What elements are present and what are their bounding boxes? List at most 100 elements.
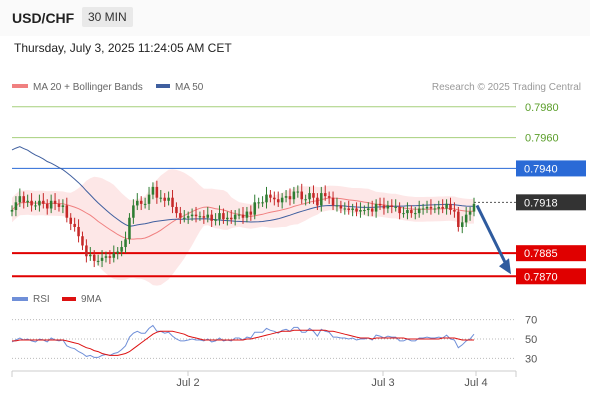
candle-body bbox=[410, 210, 413, 214]
candle-body bbox=[253, 202, 257, 215]
candle-body bbox=[320, 193, 323, 206]
candle-body bbox=[143, 203, 147, 205]
candle-body bbox=[81, 236, 84, 246]
candle-body bbox=[339, 205, 343, 209]
level-label-support: 0.7870 bbox=[524, 271, 558, 283]
candle-body bbox=[398, 206, 401, 214]
candle-body bbox=[194, 214, 198, 217]
candle-body bbox=[316, 197, 319, 206]
level-price-labels: 0.7980 0.7960 0.7940 0.7918 0.7885 0.7870 bbox=[516, 102, 586, 285]
rsi-lines bbox=[11, 324, 475, 358]
currency-pair: USD/CHF bbox=[12, 10, 75, 26]
candle-body bbox=[92, 254, 96, 261]
candle-body bbox=[296, 191, 300, 193]
candle-body bbox=[425, 206, 429, 209]
candle-body bbox=[57, 203, 61, 207]
rsi-tick-label: 50 bbox=[525, 334, 537, 346]
x-tick-label: Jul 3 bbox=[371, 377, 394, 389]
candle-body bbox=[374, 203, 378, 212]
forecast-arrow-shaft bbox=[475, 204, 509, 267]
candle-body bbox=[417, 208, 421, 214]
candle-body bbox=[218, 213, 221, 220]
candle-body bbox=[406, 210, 409, 214]
legend-ma50-label: MA 50 bbox=[175, 82, 204, 93]
candle-body bbox=[464, 214, 468, 223]
level-label-resistance: 0.7960 bbox=[525, 133, 559, 145]
candle-body bbox=[14, 202, 18, 211]
candle-body bbox=[292, 191, 296, 200]
legend-ma20-label: MA 20 + Bollinger Bands bbox=[33, 82, 143, 93]
candle-body bbox=[472, 203, 476, 212]
level-box-support bbox=[516, 268, 586, 285]
candle-body bbox=[457, 211, 460, 227]
candle-body bbox=[363, 210, 366, 212]
candle-body bbox=[42, 200, 45, 204]
timeframe-button[interactable]: 30 MIN bbox=[82, 7, 133, 27]
candle-body bbox=[453, 210, 456, 212]
candle-body bbox=[421, 208, 425, 210]
candle-body bbox=[269, 194, 272, 198]
candle-body bbox=[159, 197, 163, 199]
timestamp: Thursday, July 3, 2025 11:24:05 AM CET bbox=[14, 41, 232, 55]
candle-body bbox=[26, 200, 29, 203]
candle-body bbox=[347, 208, 350, 211]
rsi-tick-label: 30 bbox=[525, 353, 537, 365]
candle-body bbox=[65, 205, 69, 218]
candle-body bbox=[61, 205, 65, 207]
candle-body bbox=[18, 196, 22, 203]
legend-9ma-label: 9MA bbox=[81, 294, 102, 305]
candle-body bbox=[85, 245, 88, 257]
candle-body bbox=[276, 199, 280, 203]
candle-body bbox=[390, 205, 394, 207]
candle-body bbox=[128, 217, 131, 240]
candle-body bbox=[116, 251, 119, 254]
candle-body bbox=[222, 213, 225, 220]
candle-body bbox=[245, 211, 249, 218]
candle-body bbox=[445, 203, 448, 209]
candle-body bbox=[182, 217, 186, 219]
candle-body bbox=[468, 211, 472, 215]
level-label-pivot: 0.7940 bbox=[524, 163, 558, 175]
candle-body bbox=[136, 200, 139, 206]
candle-body bbox=[10, 210, 14, 212]
candle-body bbox=[124, 239, 127, 248]
candle-body bbox=[265, 194, 268, 203]
candle-body bbox=[179, 213, 182, 218]
rsi-tick-label: 70 bbox=[525, 315, 537, 327]
candle-body bbox=[402, 213, 405, 215]
level-box-pivot bbox=[516, 160, 586, 177]
legend-rsi-label: RSI bbox=[33, 294, 50, 305]
candle-body bbox=[394, 206, 397, 208]
candle-body bbox=[229, 217, 233, 220]
candle-body bbox=[249, 211, 253, 215]
candle-body bbox=[34, 205, 37, 207]
level-box-support bbox=[516, 245, 586, 262]
candle-body bbox=[355, 208, 358, 212]
forecast-arrow-head bbox=[499, 258, 511, 275]
candle-body bbox=[22, 196, 26, 203]
candle-body bbox=[378, 203, 382, 206]
candle-body bbox=[300, 191, 304, 200]
candle-body bbox=[386, 205, 390, 209]
level-label-resistance: 0.7980 bbox=[525, 102, 559, 114]
candlesticks bbox=[10, 180, 476, 268]
candle-body bbox=[186, 216, 190, 218]
candle-body bbox=[280, 197, 284, 203]
forecast-arrow bbox=[475, 204, 511, 275]
candle-body bbox=[167, 197, 170, 201]
candle-body bbox=[449, 203, 452, 211]
candle-body bbox=[370, 208, 374, 212]
candle-body bbox=[139, 200, 143, 204]
candle-body bbox=[441, 206, 444, 209]
x-tick-label: Jul 2 bbox=[176, 377, 199, 389]
candle-body bbox=[460, 222, 464, 227]
candle-body bbox=[53, 200, 57, 204]
candle-body bbox=[327, 196, 331, 198]
x-tick-label: Jul 4 bbox=[464, 377, 487, 389]
rsi-9ma-line bbox=[12, 329, 474, 356]
candle-body bbox=[175, 206, 178, 214]
candle-body bbox=[273, 197, 276, 200]
candle-body bbox=[351, 208, 354, 211]
candle-body bbox=[257, 202, 260, 204]
